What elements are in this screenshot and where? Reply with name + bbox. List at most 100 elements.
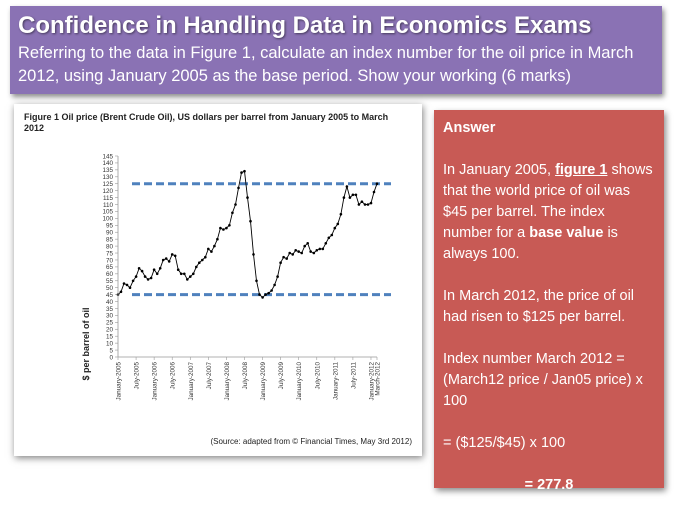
y-tick-label: 5	[109, 347, 113, 354]
data-point	[204, 255, 207, 259]
data-point	[167, 260, 171, 263]
chart-card: Figure 1 Oil price (Brent Crude Oil), US…	[14, 104, 422, 456]
data-point	[291, 253, 295, 256]
y-tick-label: 115	[103, 195, 114, 202]
data-point	[315, 249, 319, 252]
data-point	[348, 196, 352, 199]
data-point	[327, 236, 331, 240]
data-point	[143, 275, 147, 278]
data-point	[252, 253, 255, 256]
data-point	[339, 212, 343, 216]
data-point	[198, 261, 201, 264]
data-point	[354, 193, 358, 197]
data-point	[297, 250, 301, 253]
page-title: Confidence in Handling Data in Economics…	[18, 12, 592, 39]
data-point	[164, 257, 168, 260]
data-point	[351, 193, 355, 197]
x-tick-label: July-2006	[170, 362, 177, 390]
x-tick-label: January-2012	[368, 362, 375, 401]
data-point	[189, 275, 192, 278]
data-point	[282, 255, 285, 259]
y-tick-label: 100	[102, 216, 113, 223]
x-tick-label: January-2008	[224, 362, 231, 401]
data-point	[207, 247, 210, 251]
data-point	[125, 283, 129, 287]
header-banner: Confidence in Handling Data in Economics…	[10, 6, 662, 94]
answer-text: is always 100.	[443, 225, 618, 262]
data-point	[131, 279, 135, 283]
oil-price-chart: Figure 1 Oil price (Brent Crude Oil), US…	[24, 112, 412, 446]
data-point	[318, 247, 322, 251]
data-point	[336, 222, 340, 226]
data-point	[279, 261, 282, 264]
chart-source: (Source: adapted from © Financial Times,…	[210, 437, 412, 446]
y-tick-label: 85	[106, 236, 114, 243]
x-tick-label: July-2007	[206, 362, 213, 390]
y-tick-label: 145	[102, 153, 113, 160]
question-text: Referring to the data in Figure 1, calcu…	[18, 44, 634, 85]
data-point	[179, 272, 183, 276]
data-point	[140, 269, 144, 273]
oil-price-line	[117, 170, 378, 299]
data-point	[276, 275, 279, 278]
data-point	[288, 251, 292, 255]
y-tick-label: 65	[106, 264, 114, 271]
data-point	[137, 267, 141, 270]
data-point	[255, 279, 258, 283]
y-tick-label: 0	[109, 354, 113, 361]
answer-result: = 277.8	[524, 477, 574, 493]
y-tick-label: 105	[102, 209, 113, 216]
y-tick-label: 40	[106, 299, 114, 306]
x-tick-label: July-2008	[242, 362, 249, 390]
data-point	[155, 272, 159, 276]
y-tick-label: 25	[106, 320, 114, 327]
data-point	[306, 242, 310, 245]
data-point	[312, 251, 316, 255]
y-tick-label: 75	[106, 250, 114, 257]
data-point	[309, 250, 313, 253]
data-point	[237, 186, 240, 190]
data-point	[176, 268, 180, 271]
y-tick-label: 130	[102, 174, 113, 181]
x-tick-label: January-2011	[332, 362, 339, 401]
answer-paragraph-march: In March 2012, the price of oil had rise…	[443, 288, 635, 325]
data-point	[363, 203, 367, 206]
data-point	[369, 201, 373, 205]
y-tick-label: 50	[106, 285, 114, 292]
data-point	[134, 275, 138, 278]
data-point	[375, 182, 379, 185]
y-tick-label: 90	[106, 230, 114, 237]
data-point	[231, 211, 234, 215]
x-tick-label: July-2011	[350, 362, 357, 389]
data-point	[170, 253, 174, 256]
data-point	[158, 267, 162, 270]
y-tick-label: 45	[106, 292, 114, 299]
answer-title: Answer	[443, 120, 496, 136]
answer-formula: Index number March 2012 = (March12 price …	[443, 349, 655, 412]
x-tick-label: July-2009	[278, 362, 285, 390]
data-point	[222, 228, 225, 231]
data-point	[192, 272, 195, 276]
y-tick-label: 80	[106, 243, 114, 250]
data-point	[201, 258, 204, 262]
y-tick-label: 135	[102, 167, 113, 174]
data-point	[161, 258, 165, 262]
y-tick-label: 35	[106, 306, 114, 313]
data-point	[195, 265, 198, 269]
y-tick-label: 60	[106, 271, 114, 278]
data-point	[213, 244, 216, 248]
y-tick-label: 20	[106, 327, 114, 334]
data-point	[146, 278, 150, 281]
y-tick-label: 120	[102, 188, 113, 195]
data-point	[261, 296, 264, 299]
x-tick-label: January-2005	[116, 362, 123, 401]
figure-reference: figure 1	[555, 162, 608, 178]
data-point	[366, 203, 370, 206]
x-tick-label: January-2010	[296, 362, 303, 401]
x-tick-label: January-2009	[260, 362, 267, 401]
data-point	[258, 293, 261, 296]
x-tick-label: July-2005	[134, 362, 141, 390]
data-point	[360, 200, 364, 203]
y-tick-label: 30	[106, 313, 114, 320]
data-point	[333, 226, 337, 230]
